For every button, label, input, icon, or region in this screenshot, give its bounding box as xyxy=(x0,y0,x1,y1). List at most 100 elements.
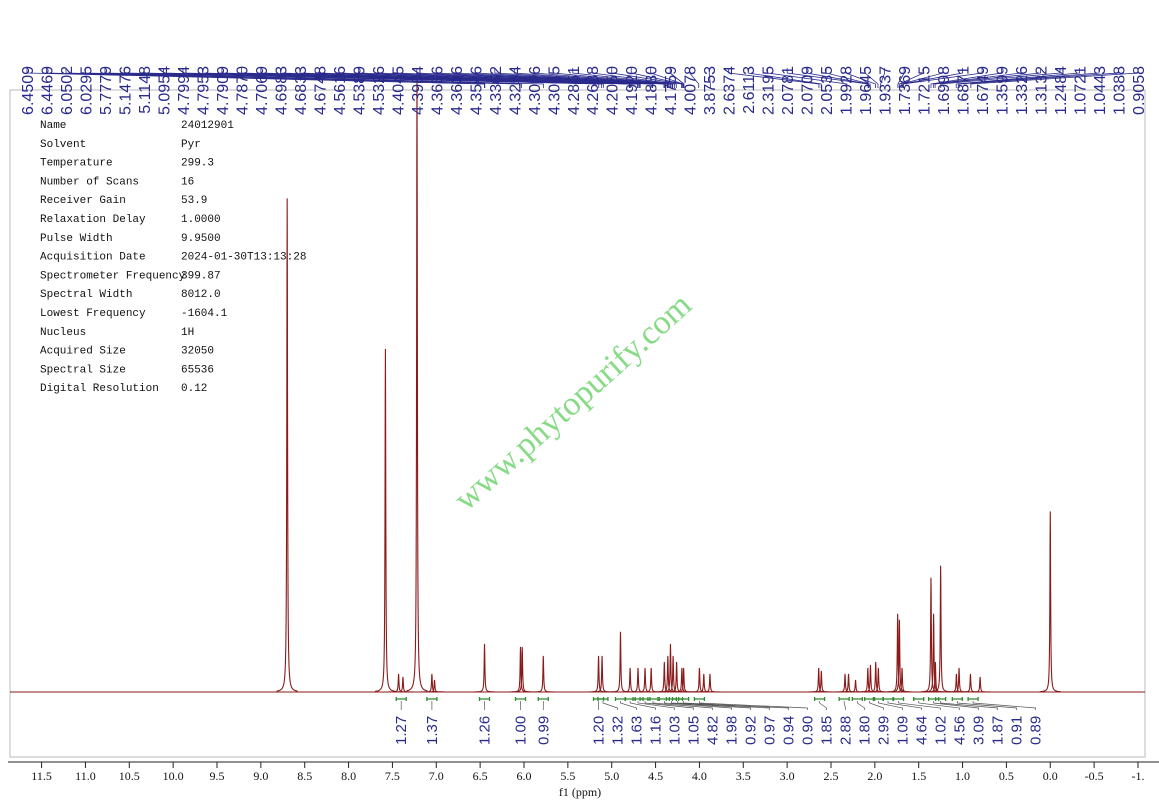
peak-label-connector xyxy=(455,68,669,88)
param-name: Pulse Width xyxy=(40,233,113,245)
peak-label-connector xyxy=(958,68,1119,88)
peak-label: 5.0954 xyxy=(156,66,173,115)
peak xyxy=(859,664,881,693)
integral-connector xyxy=(683,701,789,710)
param-value: 299.3 xyxy=(181,158,214,170)
x-tick-label: 1.0 xyxy=(955,769,970,783)
integral-label: 0.92 xyxy=(743,716,760,745)
peak xyxy=(948,667,970,693)
peak-label: 2.0781 xyxy=(780,66,797,115)
peak-label-connector xyxy=(416,68,665,88)
integral-bracket xyxy=(614,697,627,701)
integral-connector xyxy=(602,701,618,710)
integral-label: 4.64 xyxy=(914,716,931,745)
peak xyxy=(688,667,710,693)
peak-label: 4.3546 xyxy=(468,66,485,115)
peak-label-connector xyxy=(934,68,1041,88)
integral-connector xyxy=(629,701,656,710)
param-name: Acquired Size xyxy=(40,346,126,358)
peak-label-connector xyxy=(377,68,654,88)
peak xyxy=(867,667,889,693)
integral-bracket xyxy=(967,697,979,701)
param-value: 1H xyxy=(181,327,194,339)
peak xyxy=(891,667,913,693)
integral-label: 1.20 xyxy=(591,716,608,745)
param-name: Acquisition Date xyxy=(40,252,146,264)
param-name: Number of Scans xyxy=(40,176,139,188)
peak xyxy=(276,198,298,692)
integral-label: 1.16 xyxy=(648,716,665,745)
peak-label: 1.7369 xyxy=(897,66,914,115)
peak xyxy=(374,348,397,692)
x-tick-label: 5.5 xyxy=(560,769,575,783)
peak-label: 4.5389 xyxy=(351,66,368,115)
peak-label: 4.3045 xyxy=(546,66,563,115)
param-name: Spectral Size xyxy=(40,364,126,376)
peak-label: 6.4509 xyxy=(20,66,37,115)
integral-label: 0.99 xyxy=(535,716,552,745)
integral-label: 1.27 xyxy=(393,716,410,745)
integral-connector xyxy=(869,701,884,710)
x-tick-label: 5.0 xyxy=(604,769,619,783)
peak-label: 4.6748 xyxy=(312,66,329,115)
param-value: 16 xyxy=(181,176,194,188)
peak-label: 4.6983 xyxy=(273,66,290,115)
peak-label: 4.7994 xyxy=(176,66,193,115)
peak-label: 4.2851 xyxy=(566,66,583,115)
peak-label-connector xyxy=(163,68,604,88)
integral-bracket xyxy=(426,697,438,701)
peak-label: 1.3599 xyxy=(995,66,1012,115)
x-tick-label: 0.5 xyxy=(999,769,1014,783)
x-tick-label: -0.5 xyxy=(1085,769,1104,783)
plot-frame xyxy=(9,89,1146,758)
x-tick-label: 11.0 xyxy=(75,769,96,783)
peak-label-connector xyxy=(767,68,848,88)
integral-connector xyxy=(898,701,941,710)
peak-label: 4.0078 xyxy=(683,66,700,115)
integral-label: 4.56 xyxy=(952,716,969,745)
param-value: 32050 xyxy=(181,346,214,358)
peak-label-connector xyxy=(932,68,1022,88)
peak-label-connector xyxy=(902,68,983,88)
integral-connector xyxy=(856,701,865,710)
peak-label: 6.0502 xyxy=(59,66,76,115)
peak-label: 2.0535 xyxy=(819,66,836,115)
peak-label: 1.0443 xyxy=(1092,66,1109,115)
integral-bracket xyxy=(478,697,491,701)
param-name: Temperature xyxy=(40,158,113,170)
peak-label-connector xyxy=(708,68,711,88)
peak xyxy=(511,646,533,693)
integral-label: 1.03 xyxy=(667,716,684,745)
param-value: 399.87 xyxy=(181,270,221,282)
x-tick-label: -1. xyxy=(1131,769,1144,783)
integral-bracket xyxy=(813,697,826,701)
integral-label: 2.99 xyxy=(876,716,893,745)
integral-label: 1.87 xyxy=(990,716,1007,745)
peak-label-connector xyxy=(650,68,684,88)
integral-label: 4.82 xyxy=(705,716,722,745)
integral-label: 0.90 xyxy=(800,716,817,745)
integral-connector xyxy=(918,701,960,710)
peak xyxy=(888,619,910,693)
peak-label: 5.7779 xyxy=(98,66,115,115)
integral-connector xyxy=(620,701,637,710)
peak-label-connector xyxy=(898,68,924,88)
integral-bracket xyxy=(913,697,925,701)
integral-connector xyxy=(637,701,675,710)
param-value: 9.9500 xyxy=(181,233,221,245)
peak xyxy=(509,646,532,693)
x-tick-label: 10.0 xyxy=(163,769,184,783)
integral-bracket xyxy=(597,697,609,701)
param-value: 8012.0 xyxy=(181,289,221,301)
peak-label-connector xyxy=(611,68,682,88)
peak-label: 4.1759 xyxy=(663,66,680,115)
peak-label: 2.6374 xyxy=(722,66,739,115)
peak-label: 1.7215 xyxy=(917,66,934,115)
peak-label-connector xyxy=(955,68,1080,88)
x-tick-label: 0.0 xyxy=(1043,769,1058,783)
peak-label-connector xyxy=(494,68,671,88)
peak-label: 4.3656 xyxy=(429,66,446,115)
peak-label: 4.5326 xyxy=(371,66,388,115)
integral-bracket xyxy=(838,697,850,701)
integral-label: 1.32 xyxy=(610,716,627,745)
